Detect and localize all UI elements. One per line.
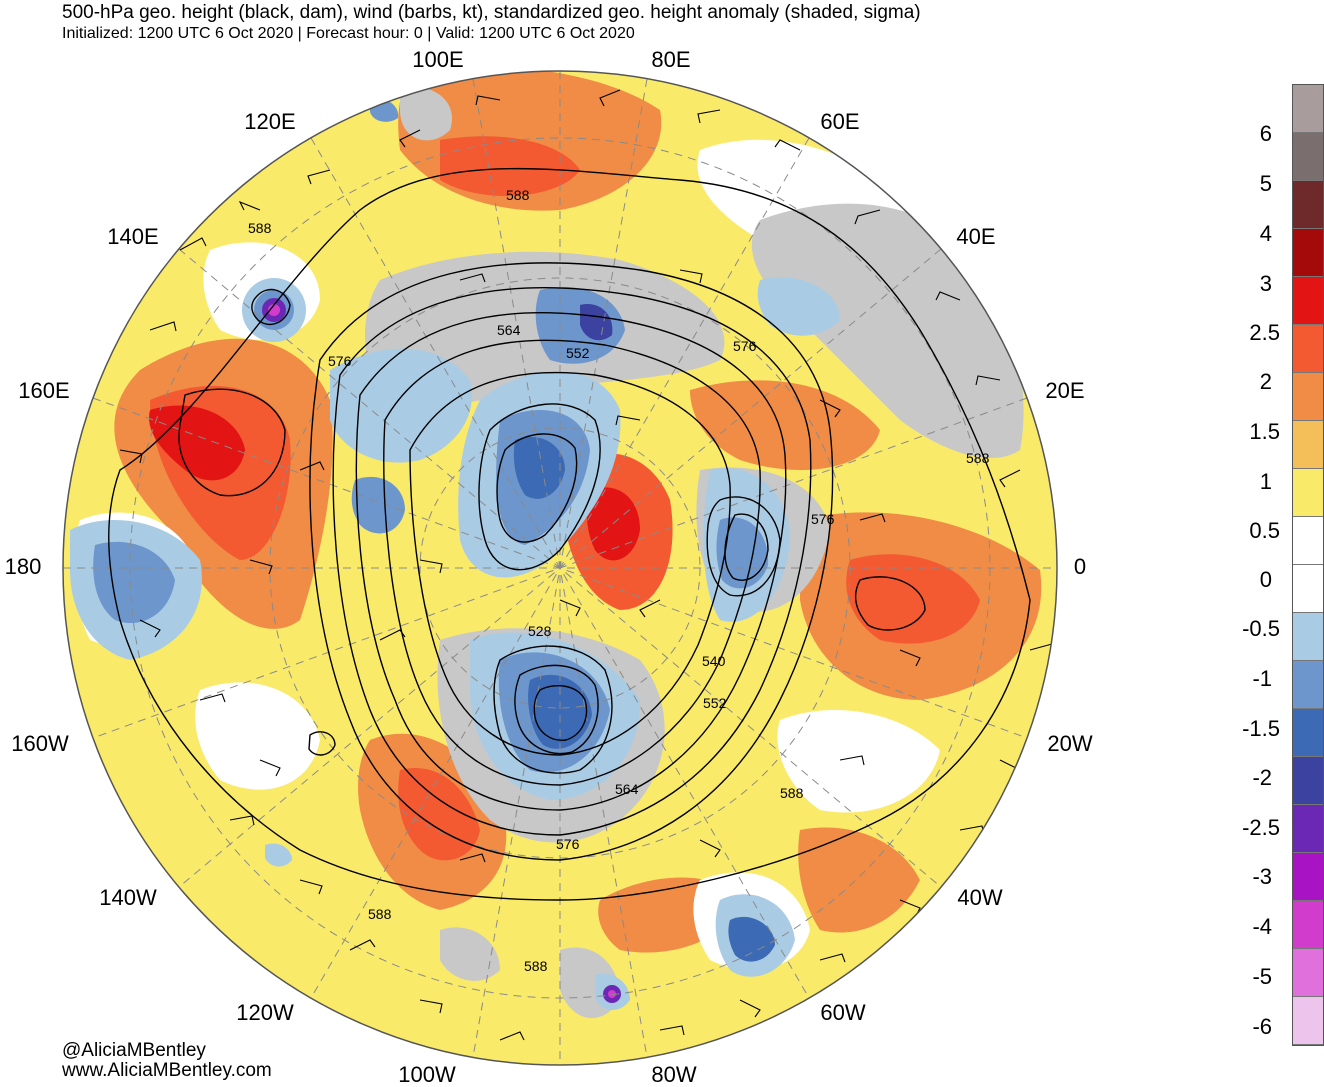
colorbar-cell [1293,613,1323,661]
lon-label-160W: 160W [11,731,69,756]
credit-website: www.AliciaMBentley.com [62,1060,272,1081]
lon-label-80W: 80W [651,1062,697,1087]
contour-label: 588 [966,450,990,466]
colorbar-cell [1293,517,1323,565]
colorbar-cell [1293,229,1323,277]
colorbar-label: 0 [1259,567,1272,592]
contour-label: 528 [528,623,552,639]
colorbar-label: -0.5 [1242,616,1280,641]
contour-label: 564 [497,322,521,338]
contour-label: 588 [506,187,530,203]
contour-label: 588 [524,958,548,974]
colorbar-label: 2 [1259,369,1272,394]
colorbar-label: -3 [1252,864,1272,889]
contour-label: 576 [556,836,580,852]
colorbar-label: 2.5 [1249,320,1280,345]
lon-label-40W: 40W [957,885,1003,910]
colorbar [1292,84,1324,1046]
colorbar-cell [1293,709,1323,757]
colorbar-cell [1293,85,1323,133]
colorbar-cell [1293,805,1323,853]
colorbar-cell [1293,901,1323,949]
lon-label-0: 0 [1073,554,1087,579]
lon-label-80E: 80E [651,47,691,72]
contour-label: 540 [702,653,726,669]
contour-label: 588 [248,220,272,236]
lon-label-120E: 120E [244,109,296,134]
colorbar-cell [1293,469,1323,517]
colorbar-label: -6 [1252,1014,1272,1039]
colorbar-cell [1293,277,1323,325]
colorbar-label: 0.5 [1249,518,1280,543]
colorbar-cell [1293,181,1323,229]
colorbar-cell [1293,373,1323,421]
colorbar-cell [1293,133,1323,181]
colorbar-label: -1.5 [1242,716,1280,741]
colorbar-cell [1293,949,1323,997]
colorbar-label: 6 [1259,121,1272,146]
colorbar-label: 1.5 [1249,419,1280,444]
contour-label: 576 [733,338,757,354]
positive-anomaly-shading [114,71,1042,953]
contour-label: 564 [615,781,639,797]
lon-label-40E: 40E [956,224,996,249]
lon-label-140E: 140E [107,224,159,249]
lon-label-60E: 60E [820,109,860,134]
colorbar-label: 4 [1259,221,1272,246]
colorbar-label: -5 [1252,964,1272,989]
contour-label: 576 [328,353,352,369]
wind-barbs [119,89,1056,1041]
figure-subtitle: Initialized: 1200 UTC 6 Oct 2020 | Forec… [62,25,635,42]
colorbar-cell [1293,757,1323,805]
lon-label-180: 180 [4,554,42,579]
lon-label-20W: 20W [1047,731,1093,756]
lon-label-20E: 20E [1045,378,1085,403]
colorbar-cell [1293,421,1323,469]
colorbar-cell [1293,853,1323,901]
contour-label: 576 [811,511,835,527]
credit-handle: @AliciaMBentley [62,1040,206,1061]
height-contours [108,167,1031,901]
colorbar-cell [1293,661,1323,709]
colorbar-label: -4 [1252,914,1272,939]
colorbar-label: 1 [1259,469,1272,494]
colorbar-label: 5 [1259,171,1272,196]
lon-label-100W: 100W [398,1062,456,1087]
colorbar-cell [1293,325,1323,373]
contour-label: 552 [703,695,727,711]
lon-label-160E: 160E [18,378,70,403]
colorbar-label: -2 [1252,765,1272,790]
colorbar-label: -1 [1252,666,1272,691]
lon-label-100E: 100E [412,47,464,72]
contour-label: 588 [368,906,392,922]
contour-labels: 588 588 564 552 576 576 588 576 528 540 … [248,187,990,974]
colorbar-cell [1293,565,1323,613]
figure-title: 500-hPa geo. height (black, dam), wind (… [62,2,921,23]
lon-label-60W: 60W [820,1000,866,1025]
colorbar-cell [1293,997,1323,1045]
lon-label-120W: 120W [236,1000,294,1025]
contour-label: 588 [780,785,804,801]
map-border [62,70,1058,1066]
contour-label: 552 [566,345,590,361]
colorbar-label: 3 [1259,271,1272,296]
lon-label-140W: 140W [99,885,157,910]
colorbar-label: -2.5 [1242,815,1280,840]
